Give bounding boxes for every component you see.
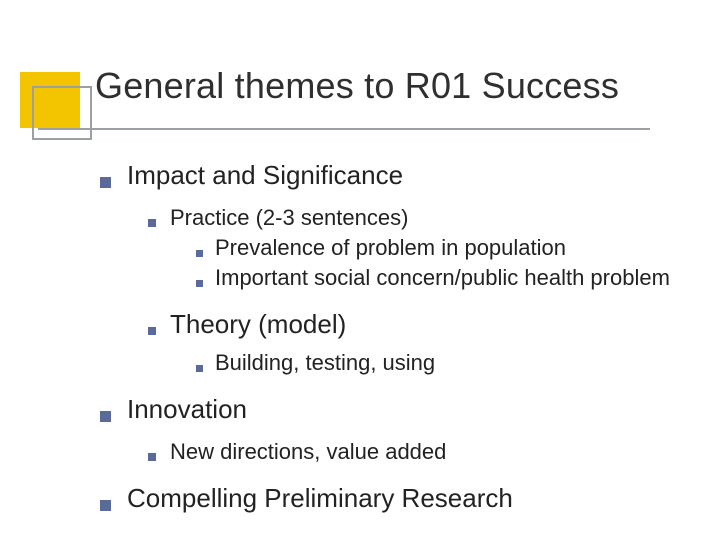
title-underline [38,128,650,130]
list-item: Prevalence of problem in population [196,235,680,261]
slide-content: Impact and Significance Practice (2-3 se… [100,160,680,528]
list-item: Compelling Preliminary Research [100,483,680,514]
slide: General themes to R01 Success Impact and… [0,0,720,540]
square-bullet-icon [196,250,203,257]
square-bullet-icon [100,177,111,188]
bullet-text: Theory (model) [170,309,346,340]
title-accent-outline [32,86,92,140]
list-item: New directions, value added [148,439,680,465]
square-bullet-icon [196,365,203,372]
bullet-text: Prevalence of problem in population [215,235,566,261]
list-item: Practice (2-3 sentences) [148,205,680,231]
list-item: Important social concern/public health p… [196,265,680,291]
list-item: Theory (model) [148,309,680,340]
list-item: Impact and Significance [100,160,680,191]
bullet-text: Important social concern/public health p… [215,265,670,291]
square-bullet-icon [100,411,111,422]
bullet-text: New directions, value added [170,439,446,465]
list-item: Building, testing, using [196,350,680,376]
bullet-text: Impact and Significance [127,160,403,191]
square-bullet-icon [148,453,156,461]
bullet-text: Innovation [127,394,247,425]
bullet-text: Practice (2-3 sentences) [170,205,408,231]
bullet-text: Compelling Preliminary Research [127,483,513,514]
square-bullet-icon [148,219,156,227]
list-item: Innovation [100,394,680,425]
square-bullet-icon [196,280,203,287]
slide-title: General themes to R01 Success [95,65,619,107]
bullet-text: Building, testing, using [215,350,435,376]
square-bullet-icon [100,500,111,511]
square-bullet-icon [148,327,156,335]
